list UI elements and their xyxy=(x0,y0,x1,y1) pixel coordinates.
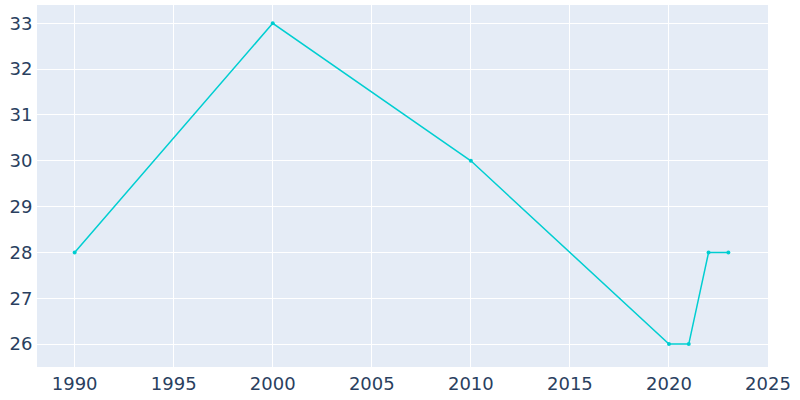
svg-text:28: 28 xyxy=(9,242,32,263)
svg-text:1990: 1990 xyxy=(52,373,98,394)
svg-text:2015: 2015 xyxy=(547,373,593,394)
svg-text:2000: 2000 xyxy=(250,373,296,394)
svg-text:32: 32 xyxy=(9,58,32,79)
svg-text:1995: 1995 xyxy=(151,373,197,394)
svg-text:2020: 2020 xyxy=(646,373,692,394)
svg-text:2025: 2025 xyxy=(745,373,791,394)
svg-text:30: 30 xyxy=(9,150,32,171)
svg-text:2005: 2005 xyxy=(349,373,395,394)
svg-text:31: 31 xyxy=(9,104,32,125)
svg-text:2010: 2010 xyxy=(448,373,494,394)
svg-text:26: 26 xyxy=(9,333,32,354)
svg-text:27: 27 xyxy=(9,288,32,309)
svg-text:33: 33 xyxy=(9,13,32,34)
svg-text:29: 29 xyxy=(9,196,32,217)
